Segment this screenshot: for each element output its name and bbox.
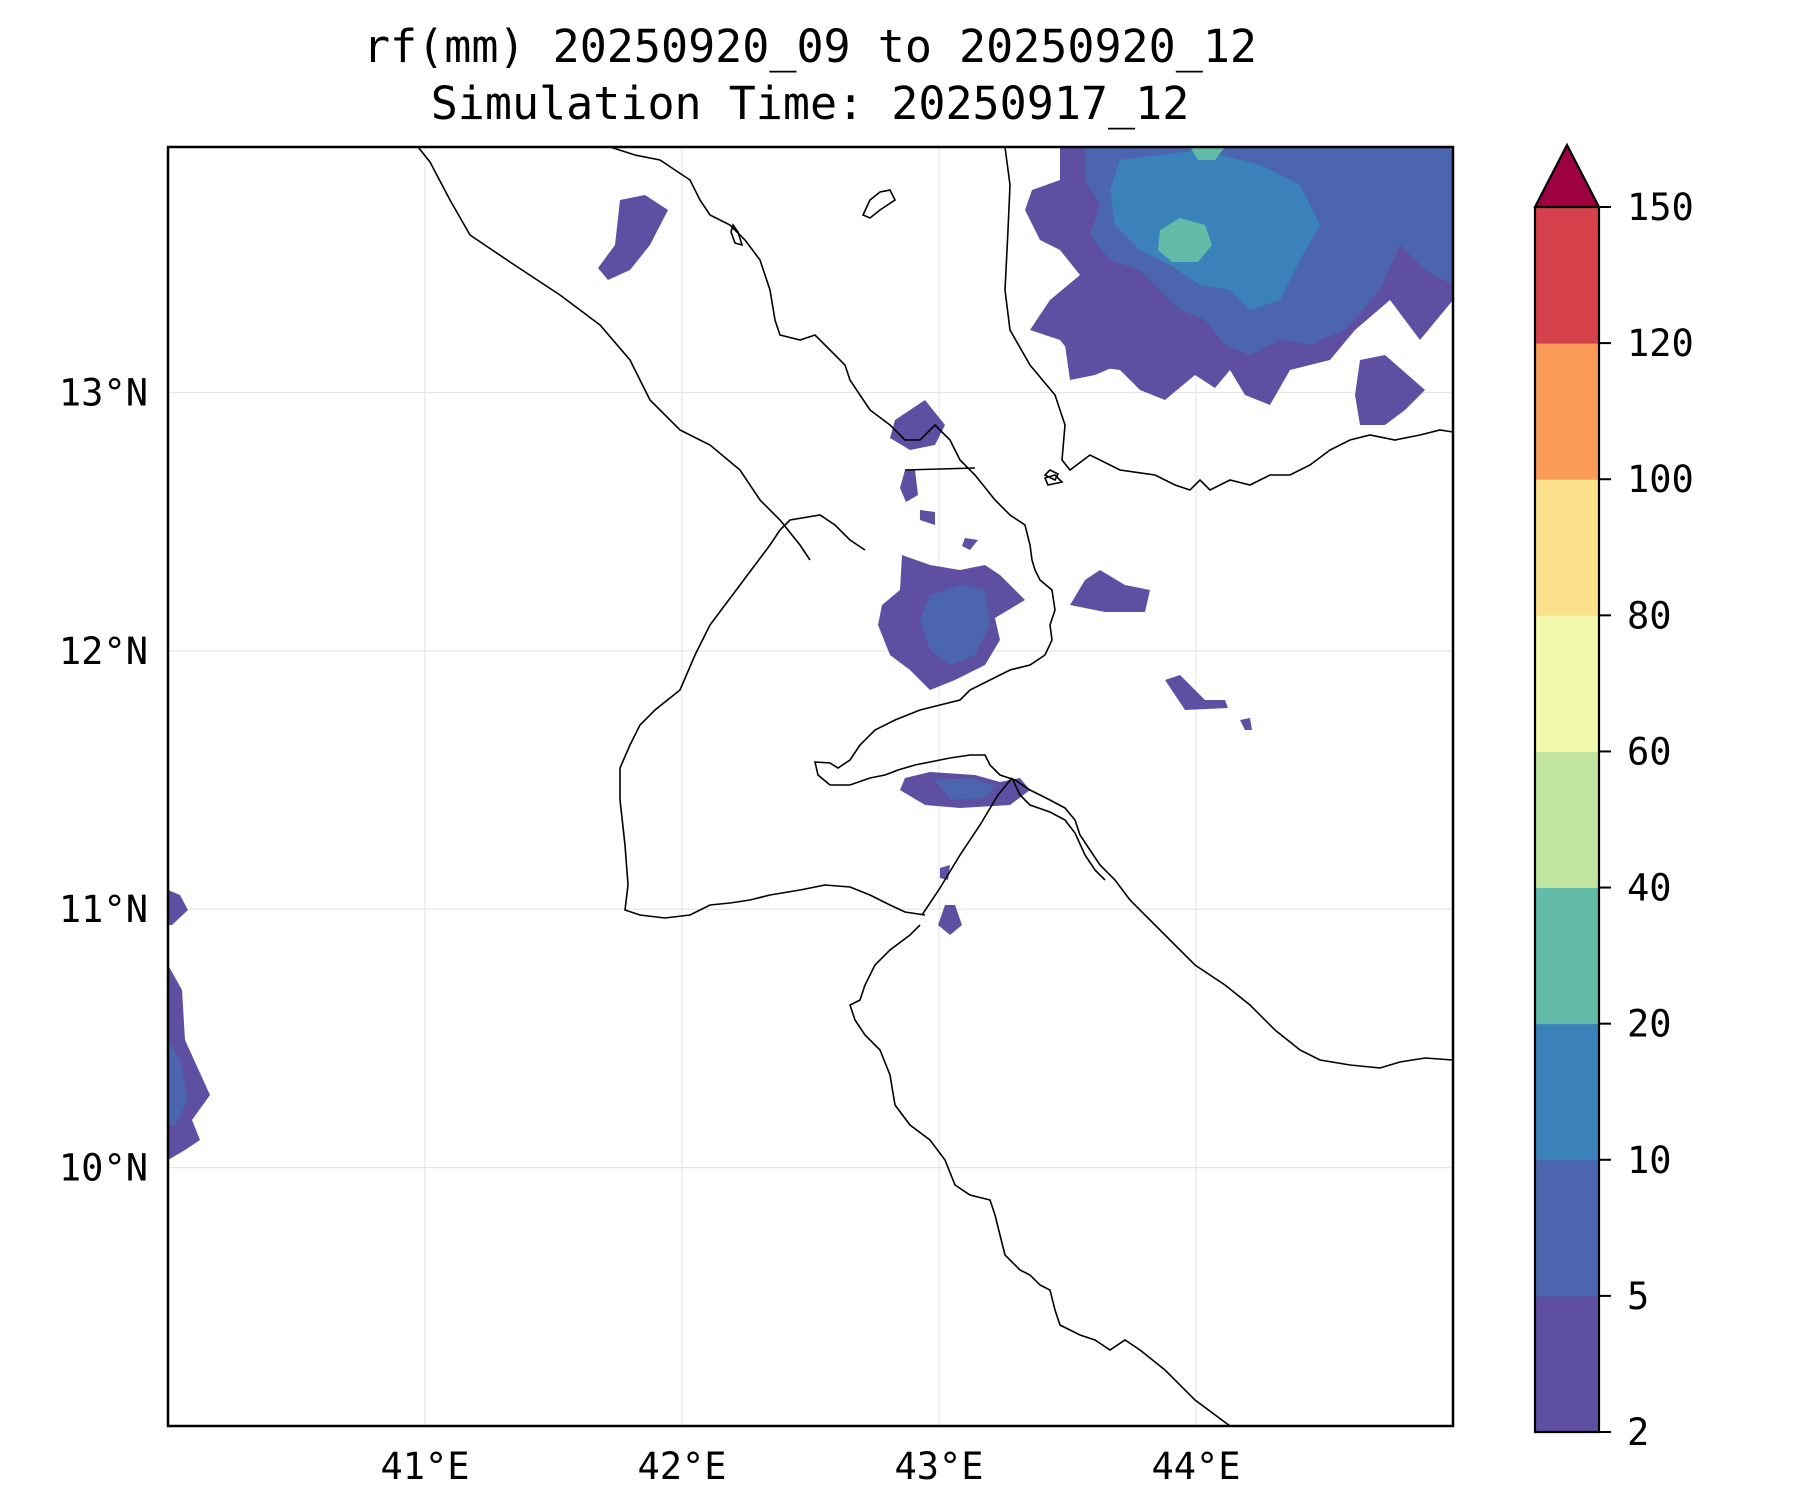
rain-area-somaliland-b <box>938 905 962 935</box>
rain-area-assab <box>890 400 945 450</box>
map-area <box>168 147 1453 1426</box>
y-tick-label: 11°N <box>59 888 148 931</box>
colorbar-tick-label: 80 <box>1627 594 1672 637</box>
longitude-axis: 41°E 42°E 43°E 44°E <box>380 1445 1240 1488</box>
rain-area-sw-yemen <box>1355 355 1425 425</box>
x-tick-label: 41°E <box>380 1445 469 1488</box>
colorbar: 2 5 10 20 40 60 80 100 120 150 <box>1533 142 1694 1454</box>
y-tick-label: 10°N <box>59 1147 148 1190</box>
colorbar-tick-label: 60 <box>1627 730 1672 773</box>
border-eritrea-djibouti <box>904 467 976 471</box>
rain-area-strait-small-a <box>900 470 918 502</box>
rain-area-djibouti-north-5mm <box>920 585 990 665</box>
coastline-somaliland-gulf <box>1011 777 1106 881</box>
rain-area-west-b-5mm <box>168 1040 188 1125</box>
colorbar-segment <box>1535 615 1599 752</box>
rain-area-strait-small-b <box>920 510 935 525</box>
colorbar-tick-label: 100 <box>1627 458 1694 501</box>
latitude-axis: 13°N 12°N 11°N 10°N <box>59 371 148 1189</box>
border-djibouti-west <box>619 529 926 919</box>
y-tick-label: 12°N <box>59 630 148 673</box>
figure-title-line2: Simulation Time: 20250917_12 <box>431 77 1190 130</box>
map-frame <box>166 145 1455 1428</box>
coastlines-and-borders <box>417 147 1453 1426</box>
coastline-eritrea <box>609 147 1453 1069</box>
colorbar-tick-label: 10 <box>1627 1139 1672 1182</box>
x-tick-label: 44°E <box>1151 1445 1240 1488</box>
colorbar-tick-label: 2 <box>1627 1411 1649 1454</box>
coastline-arabia-south <box>1043 474 1064 486</box>
colorbar-frame <box>1533 207 1601 1434</box>
rain-area-gulf-aden-a <box>1070 570 1150 612</box>
border-djibouti-ethiopia <box>779 514 866 551</box>
colorbar-segment <box>1535 207 1599 344</box>
figure-title-line1: rf(mm) 20250920_09 to 20250920_12 <box>363 20 1257 73</box>
rain-area-northeast-20mm-b <box>1190 147 1225 160</box>
island-hanish <box>730 223 744 247</box>
colorbar-segment <box>1535 887 1599 1025</box>
colorbar-tick-label: 120 <box>1627 322 1694 365</box>
coastline-africa-red-sea <box>417 147 811 561</box>
x-tick-label: 43°E <box>894 1445 983 1488</box>
border-djibouti-somalia <box>921 777 1013 916</box>
colorbar-segment <box>1535 1159 1599 1297</box>
colorbar-segment <box>1535 1295 1599 1433</box>
rain-area-gulf-aden-c <box>1240 718 1252 730</box>
colorbar-segment <box>1535 751 1599 889</box>
coastline-arabia <box>1004 147 1453 491</box>
rain-area-northeast-10mm <box>1110 150 1320 310</box>
y-tick-label: 13°N <box>59 371 148 414</box>
coastline-somalia-west <box>849 924 1231 1426</box>
colorbar-segment <box>1535 1023 1599 1161</box>
rain-area-west-a <box>168 890 188 925</box>
colorbar-tick-label: 40 <box>1627 867 1672 910</box>
colorbar-tick-label: 150 <box>1627 186 1694 229</box>
rain-area-yemen-coast <box>1065 315 1145 380</box>
colorbar-segment <box>1535 479 1599 616</box>
colorbar-tick-label: 20 <box>1627 1003 1672 1046</box>
colorbar-segment <box>1535 343 1599 480</box>
rainfall-contours <box>168 147 1453 1160</box>
rain-area-strait-small-c <box>962 538 978 550</box>
colorbar-extend-arrow <box>1533 142 1601 209</box>
rain-area-northeast-20mm <box>1158 218 1212 262</box>
rain-area-gulf-aden-b <box>1165 675 1228 710</box>
rain-area-tadjoura-5mm <box>935 778 995 800</box>
island-perim <box>1043 469 1060 482</box>
rain-area-eritrea-north <box>598 195 668 280</box>
colorbar-tick-label: 5 <box>1627 1275 1649 1318</box>
x-tick-label: 42°E <box>637 1445 726 1488</box>
island-north-red-sea <box>861 189 897 219</box>
